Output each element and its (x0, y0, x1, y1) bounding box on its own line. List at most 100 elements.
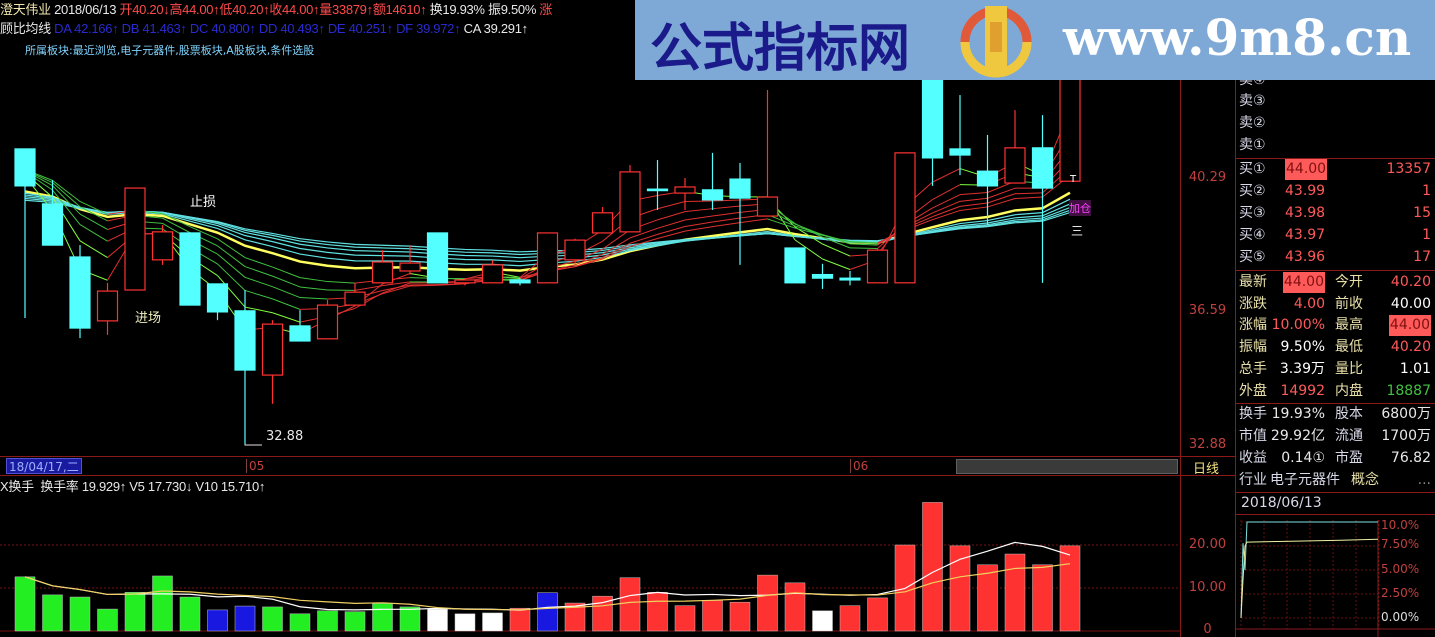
short-ma-segment (849, 243, 878, 246)
short-ma-segment (932, 205, 961, 218)
indicator-name[interactable]: 顾比均线 (0, 21, 51, 36)
candle (921, 74, 944, 186)
bid-volume: 17 (1413, 249, 1431, 265)
turnover-bar (1004, 553, 1026, 632)
header-amount: 额14610↑ (372, 2, 427, 17)
short-ma-segment (932, 194, 961, 209)
candle (591, 207, 614, 234)
turnover-bar (69, 596, 91, 632)
short-ma-segment (217, 238, 246, 258)
scrollbar[interactable] (956, 459, 1178, 474)
sector-list[interactable]: 所属板块:最近浏览,电子元器件,股票板块,A股板块,条件选股 (25, 44, 315, 57)
short-ma-segment (959, 202, 988, 207)
stat-row: 总手 3.39万 量比 1.01 (1239, 359, 1431, 380)
short-ma-segment (712, 199, 741, 202)
short-ma-segment (354, 285, 383, 291)
bid-row[interactable]: 买④ 43.97 1 (1239, 225, 1431, 246)
short-ma-segment (602, 246, 631, 260)
candle-body (784, 247, 806, 284)
candle-body (729, 178, 751, 199)
candle-body (234, 310, 256, 371)
industry-row[interactable]: 行业 电子元器件 概念 ... (1239, 470, 1431, 491)
panel-divider (1235, 80, 1236, 637)
candle (674, 178, 696, 210)
candle-body (839, 277, 861, 281)
logo-icon (960, 6, 1032, 78)
candle-body (1004, 147, 1026, 184)
fund-label: 股本 (1335, 406, 1363, 422)
stock-name[interactable]: 澄天伟业 (0, 2, 51, 17)
ask-label: 卖① (1239, 137, 1266, 153)
candle-body (536, 232, 559, 284)
bid-row[interactable]: 买③ 43.98 15 (1239, 203, 1431, 224)
bid-row[interactable]: 买① 44.00 13357 (1239, 159, 1431, 180)
turnover-bar (647, 592, 668, 632)
mini-tick: 5.00% (1381, 562, 1420, 576)
bid-volume: 13357 (1386, 161, 1431, 177)
candle (1004, 110, 1026, 184)
divider (0, 456, 1235, 457)
stop-loss-label: 止损 (190, 195, 217, 210)
price-tick: 40.29 (1188, 170, 1227, 185)
candlestick-chart[interactable] (0, 0, 1180, 456)
short-ma-segment (299, 286, 328, 291)
candle-body (976, 170, 999, 187)
intraday-mini-chart (1235, 520, 1435, 637)
watermark-banner: 公式指标网 www.9m8.cn (635, 0, 1435, 80)
bid-volume: 1 (1422, 227, 1431, 243)
short-ma-segment (382, 281, 411, 287)
candle (151, 225, 174, 265)
bid-row[interactable]: 买⑤ 43.96 17 (1239, 247, 1431, 268)
bid-row[interactable]: 买② 43.99 1 (1239, 181, 1431, 202)
candle (289, 310, 311, 342)
ma-df: DF 39.972↑ (396, 21, 461, 36)
candle-body (399, 262, 421, 272)
short-ma-segment (822, 243, 851, 257)
candle (811, 263, 834, 289)
price-line (1240, 521, 1378, 619)
short-ma-segment (272, 275, 301, 288)
short-ma-segment (327, 281, 356, 284)
short-ma-segment (272, 298, 301, 310)
volume-tick: 10.00 (1188, 580, 1227, 595)
bid-volume: 15 (1413, 205, 1431, 221)
concept-more[interactable]: ... (1417, 472, 1431, 488)
short-ma-segment (932, 184, 961, 200)
bid-volume: 1 (1422, 183, 1431, 199)
candle-body (316, 304, 339, 340)
turnover-bar (482, 612, 503, 632)
short-ma-segment (79, 224, 108, 242)
bid-price: 44.00 (1285, 159, 1328, 180)
short-ma-segment (299, 277, 328, 283)
period-button[interactable]: 日线 (1193, 462, 1220, 477)
short-ma-segment (959, 197, 988, 202)
short-ma-segment (217, 275, 246, 308)
volume-title[interactable]: X换手 (0, 479, 34, 494)
candle (619, 165, 641, 233)
short-ma-segment (52, 179, 81, 202)
turnover-bar (427, 608, 448, 632)
candle-body (591, 212, 614, 234)
short-ma-segment (739, 218, 768, 224)
ma-dc: DC 40.800↑ (189, 21, 256, 36)
candle-body (261, 323, 284, 376)
ma-db: DB 41.463↑ (121, 21, 187, 36)
bid-label: 买① (1239, 161, 1266, 177)
mini-tick: 7.50% (1381, 537, 1420, 551)
entry-label: 进场 (135, 311, 162, 326)
turnover-bar (207, 609, 228, 632)
candle (481, 260, 504, 284)
candle-body (14, 148, 36, 187)
price-tick: 36.59 (1188, 303, 1227, 318)
ask-label: 卖② (1239, 115, 1266, 131)
divider (0, 475, 1235, 476)
candle (949, 95, 971, 176)
turnover-chart[interactable] (0, 0, 1180, 637)
candle-body (124, 187, 146, 291)
short-ma-segment (629, 233, 658, 244)
short-ma-segment (574, 253, 603, 266)
short-ma-segment (189, 226, 218, 240)
fund-row: 市值 29.92亿 流通 1700万 (1239, 426, 1431, 447)
candle (234, 290, 256, 445)
stat-label: 外盘 (1239, 382, 1267, 399)
